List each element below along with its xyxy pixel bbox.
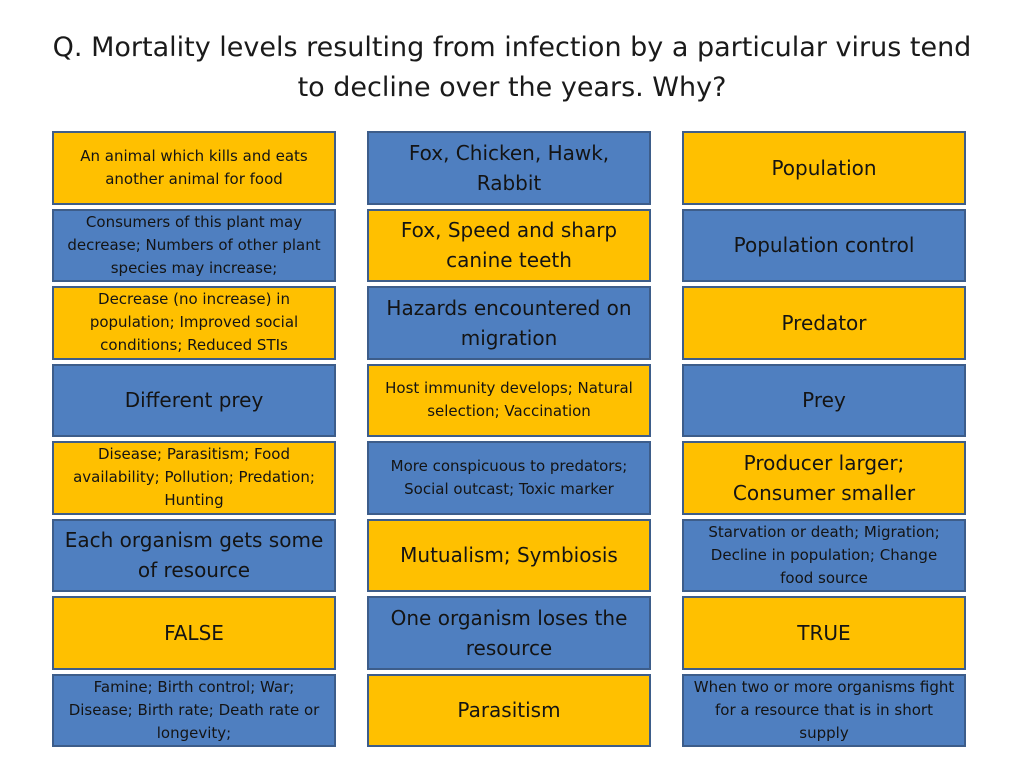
answer-card[interactable]: Each organism gets some of resource <box>52 518 336 592</box>
answer-card-grid: An animal which kills and eats another a… <box>52 131 966 747</box>
answer-card[interactable]: More conspicuous to predators; Social ou… <box>367 441 651 515</box>
answer-card[interactable]: Different prey <box>52 363 336 437</box>
answer-card[interactable]: Famine; Birth control; War; Disease; Bir… <box>52 673 336 747</box>
answer-card[interactable]: Population <box>682 131 966 205</box>
answer-card[interactable]: An animal which kills and eats another a… <box>52 131 336 205</box>
answer-card[interactable]: Starvation or death; Migration; Decline … <box>682 518 966 592</box>
answer-card[interactable]: Fox, Speed and sharp canine teeth <box>367 208 651 282</box>
answer-card[interactable]: Producer larger; Consumer smaller <box>682 441 966 515</box>
answer-card[interactable]: Population control <box>682 208 966 282</box>
answer-card[interactable]: Fox, Chicken, Hawk, Rabbit <box>367 131 651 205</box>
answer-card[interactable]: Consumers of this plant may decrease; Nu… <box>52 208 336 282</box>
answer-card[interactable]: Disease; Parasitism; Food availability; … <box>52 441 336 515</box>
answer-card[interactable]: Hazards encountered on migration <box>367 286 651 360</box>
answer-card[interactable]: Decrease (no increase) in population; Im… <box>52 286 336 360</box>
answer-card[interactable]: Parasitism <box>367 673 651 747</box>
answer-card[interactable]: Host immunity develops; Natural selectio… <box>367 363 651 437</box>
answer-card[interactable]: Mutualism; Symbiosis <box>367 518 651 592</box>
answer-card[interactable]: One organism loses the resource <box>367 596 651 670</box>
answer-card[interactable]: Prey <box>682 363 966 437</box>
answer-card[interactable]: FALSE <box>52 596 336 670</box>
answer-card[interactable]: When two or more organisms fight for a r… <box>682 673 966 747</box>
answer-card[interactable]: TRUE <box>682 596 966 670</box>
question-title: Q. Mortality levels resulting from infec… <box>52 32 972 103</box>
answer-card[interactable]: Predator <box>682 286 966 360</box>
